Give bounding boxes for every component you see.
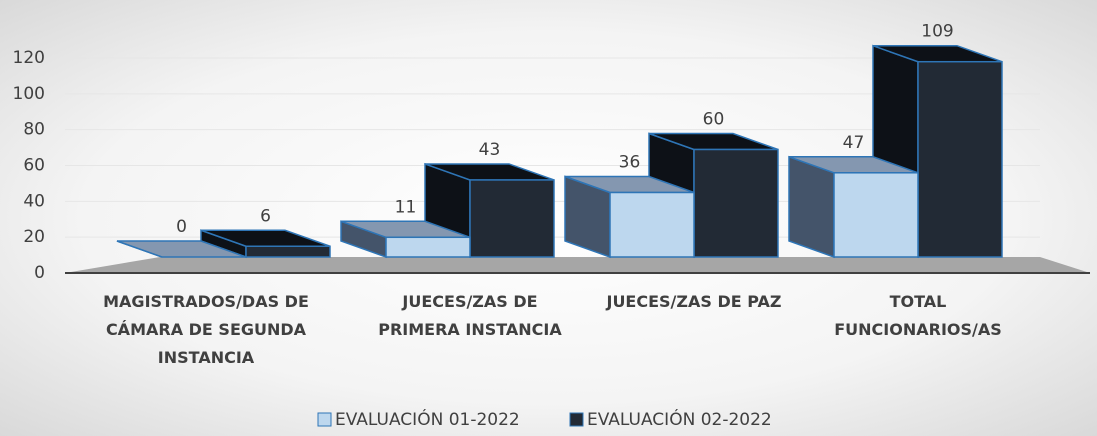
legend-swatch — [317, 412, 332, 427]
bar — [200, 229, 331, 259]
bar — [788, 155, 919, 259]
y-tick-label: 80 — [23, 120, 45, 140]
data-label: 36 — [619, 153, 641, 173]
bar-front — [385, 236, 471, 258]
legend-label: EVALUACIÓN 02-2022 — [587, 408, 772, 430]
x-tick-label: JUECES/ZAS DE PRIMERA INSTANCIA — [378, 292, 562, 339]
x-tick-label: TOTAL FUNCIONARIOS/AS — [834, 292, 1002, 339]
bar-front — [693, 148, 779, 258]
y-tick-label: 100 — [13, 84, 45, 104]
bar-top — [116, 240, 247, 258]
bar — [340, 220, 471, 259]
bar-front — [833, 172, 919, 258]
floor — [65, 257, 1090, 273]
data-label: 60 — [703, 110, 725, 130]
y-tick-label: 20 — [23, 227, 45, 247]
x-tick-label: JUECES/ZAS DE PAZ — [606, 292, 782, 311]
data-label: 6 — [260, 206, 271, 226]
data-label: 47 — [843, 133, 865, 153]
x-tick-label: MAGISTRADOS/DAS DE CÁMARA DE SEGUNDA INS… — [103, 292, 309, 367]
bar-front — [245, 245, 331, 258]
bar — [564, 175, 695, 259]
y-tick-label: 120 — [13, 48, 45, 68]
data-label: 43 — [479, 140, 501, 160]
bar-side — [788, 155, 835, 259]
bar — [116, 240, 247, 258]
data-label: 0 — [176, 217, 187, 237]
bar-front — [609, 191, 695, 258]
data-label: 109 — [921, 22, 953, 42]
y-tick-label: 0 — [34, 263, 45, 283]
bar-front — [917, 60, 1003, 258]
data-label: 11 — [395, 197, 417, 217]
legend-label: EVALUACIÓN 01-2022 — [335, 408, 520, 430]
legend-swatch — [569, 412, 584, 427]
y-tick-label: 40 — [23, 191, 45, 211]
y-tick-label: 60 — [23, 156, 45, 176]
bar-front — [469, 179, 555, 258]
